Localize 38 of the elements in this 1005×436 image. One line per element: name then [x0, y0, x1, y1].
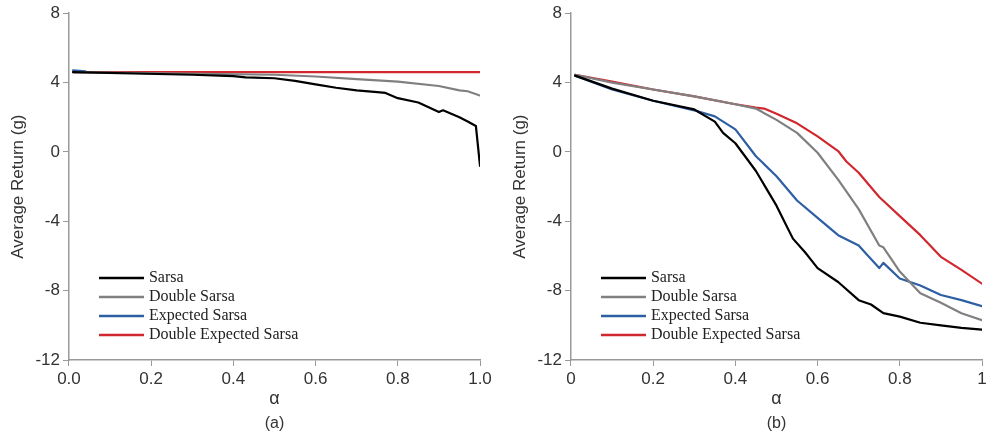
x-tick-label: 0.2: [641, 368, 665, 388]
x-tick-label: 0.6: [805, 368, 830, 388]
legend-label: Sarsa: [650, 268, 686, 286]
x-tick-label: 0.8: [385, 368, 410, 388]
y-tick-label: 0: [50, 141, 60, 161]
legend-label: Expected Sarsa: [650, 306, 750, 325]
x-tick-label: 1: [977, 368, 987, 388]
x-tick-label: 0.8: [887, 368, 912, 388]
x-tick-label: 0.4: [221, 368, 246, 388]
y-tick-label: -12: [537, 349, 562, 369]
x-tick-label: 0.2: [139, 368, 163, 388]
text: (a): [264, 414, 285, 431]
legend-label: Double Sarsa: [650, 287, 737, 305]
y-tick-label: 4: [50, 72, 60, 92]
x-tick-label: 0.6: [303, 368, 328, 388]
x-tick-label: 1.0: [468, 368, 492, 388]
y-tick-label: 8: [50, 2, 60, 22]
y-tick-label: -4: [44, 210, 60, 230]
x-tick-label: 0: [566, 368, 576, 388]
legend-label: Double Expected Sarsa: [650, 325, 801, 344]
y-tick-label: -12: [35, 349, 60, 369]
legend-label: Double Expected Sarsa: [148, 325, 299, 344]
y-tick-label: 4: [552, 72, 562, 92]
legend-label: Double Sarsa: [148, 287, 235, 305]
y-tick-label: -8: [44, 280, 60, 300]
y-tick-label: 8: [552, 2, 562, 22]
legend-label: Expected Sarsa: [148, 306, 248, 325]
y-axis-title: Average Return (g): [509, 114, 529, 259]
x-axis-title: α: [269, 388, 280, 409]
x-axis-title: α: [771, 388, 782, 409]
text: (b): [766, 414, 787, 431]
y-tick-label: 0: [552, 141, 562, 161]
legend-label: Sarsa: [148, 268, 184, 286]
x-tick-label: 0.0: [57, 368, 81, 388]
y-axis-title: Average Return (g): [7, 114, 27, 259]
y-tick-label: -4: [546, 210, 562, 230]
y-tick-label: -8: [546, 280, 562, 300]
x-tick-label: 0.4: [723, 368, 748, 388]
